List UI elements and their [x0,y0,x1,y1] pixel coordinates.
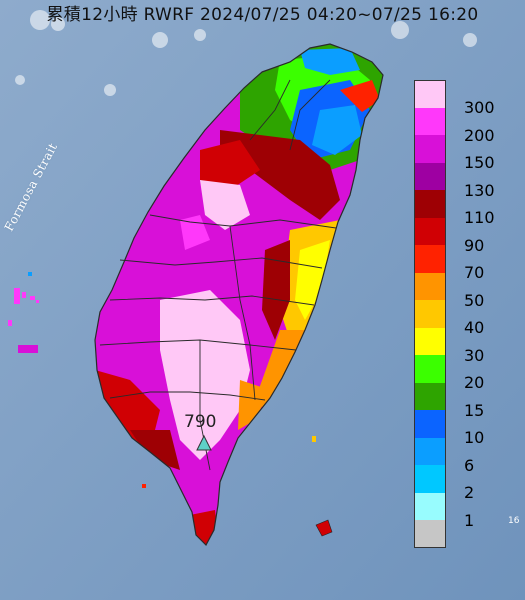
legend-item: 1 [414,492,524,530]
legend-label: 10 [464,428,485,447]
legend-label: 30 [464,345,485,365]
legend-label: 70 [464,263,485,282]
legend-item: 30 [414,327,524,365]
edge-number: 16 [508,516,520,526]
legend-swatch [414,107,446,135]
legend-label: 90 [464,235,485,255]
legend-swatch [414,162,446,190]
legend-swatch [414,272,446,300]
legend-swatch [414,520,446,548]
legend-item: 110 [414,190,524,227]
legend-label: 15 [464,400,485,420]
legend-label: 20 [464,373,485,392]
sea-texture [15,10,477,96]
legend-swatch [414,135,446,163]
legend-label: 200 [464,125,495,145]
legend-item: 2 [414,465,524,502]
legend-swatch [414,80,446,108]
legend-label: 50 [464,290,485,310]
map-title: 累積12小時 RWRF 2024/07/25 04:20~07/25 16:20 [46,5,479,25]
legend-swatch [414,355,446,383]
legend-item: 40 [414,300,524,337]
legend-item: 200 [414,107,524,145]
legend-item: 10 [414,410,524,447]
legend-swatch [414,465,446,493]
max-rainfall-label: 790 [184,412,217,432]
legend-item: 70 [414,245,524,282]
offshore-islands [8,272,333,537]
color-legend: 300 200 150 130 110 90 70 50 40 30 20 15 10 6 2 1 [414,80,524,548]
legend-item: 90 [414,217,524,255]
legend-swatch [414,217,446,245]
legend-label: 130 [464,180,495,200]
legend-item: 15 [414,382,524,420]
legend-label: 1 [464,510,475,530]
legend-swatch [414,190,446,218]
legend-label: 110 [464,208,495,227]
legend-swatch [414,300,446,328]
legend-swatch [414,245,446,273]
legend-label: 40 [464,318,485,337]
legend-swatch [414,437,446,465]
legend-item: 50 [414,272,524,310]
county-boundaries [94,43,384,546]
legend-label: 150 [464,153,495,172]
legend-swatch [414,327,446,355]
legend-item: 20 [414,355,524,392]
legend-item: 300 [414,80,524,117]
legend-swatch [414,410,446,438]
legend-swatch [414,492,446,520]
legend-label: 2 [464,483,475,502]
triangle-marker-icon [196,434,212,451]
legend-label: 300 [464,98,495,117]
legend-item: 130 [414,162,524,200]
legend-item: 6 [414,437,524,475]
legend-item: 150 [414,135,524,172]
legend-label: 6 [464,455,475,475]
legend-swatch [414,382,446,410]
legend-item [414,520,524,548]
